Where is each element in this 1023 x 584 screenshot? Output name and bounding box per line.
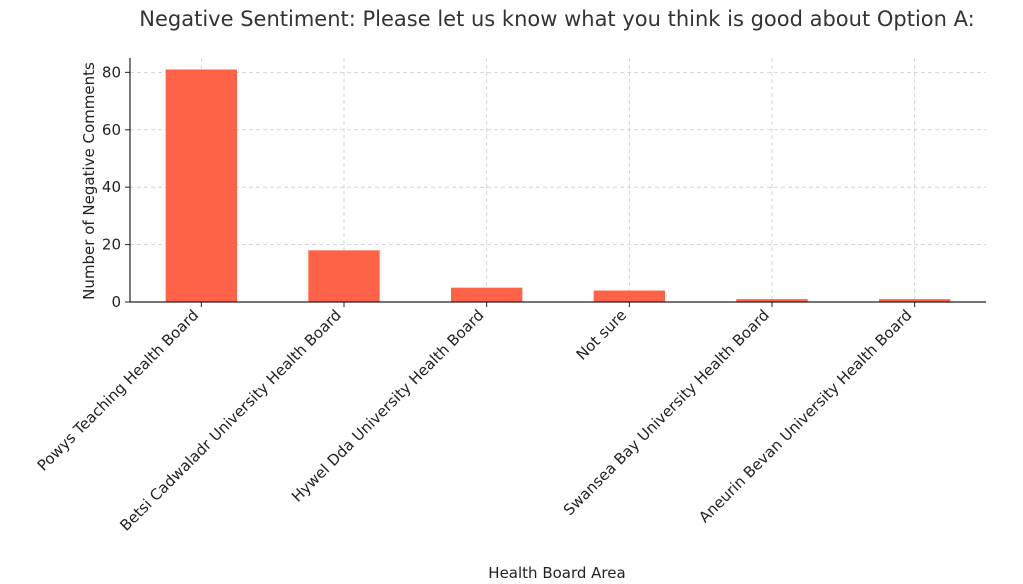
bars [165, 69, 951, 302]
x-tick-label: Betsi Cadwaladr University Health Board [116, 306, 345, 535]
bar [736, 299, 808, 302]
bar [308, 250, 380, 302]
bar [451, 287, 523, 302]
bar [879, 299, 951, 302]
bar [593, 290, 665, 302]
x-tick-label: Powys Teaching Health Board [34, 306, 202, 474]
x-tick-label: Not sure [573, 306, 631, 364]
y-tick-label: 20 [102, 236, 121, 254]
axes [129, 58, 986, 303]
y-tick-label: 0 [111, 293, 121, 311]
y-axis-label: Number of Negative Comments [80, 62, 98, 300]
y-tick-label: 40 [102, 178, 121, 196]
y-tick-label: 80 [102, 63, 121, 81]
y-tick-label: 60 [102, 121, 121, 139]
chart-title: Negative Sentiment: Please let us know w… [139, 7, 974, 31]
x-axis-label: Health Board Area [488, 564, 625, 582]
grid [130, 58, 986, 302]
bar [165, 69, 237, 302]
y-ticks: 0 20 40 60 80 [102, 63, 130, 311]
